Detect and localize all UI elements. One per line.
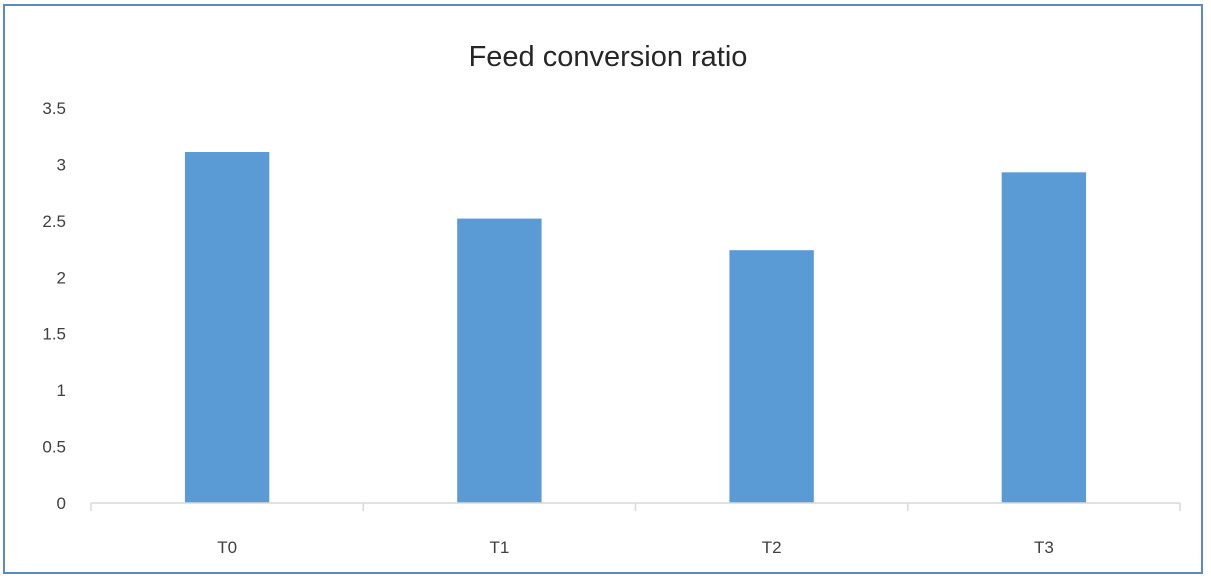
- x-category-label: T0: [217, 538, 237, 557]
- bar-t2: [729, 250, 814, 503]
- y-tick-label: 3.5: [42, 99, 66, 118]
- y-tick-label: 1: [57, 381, 66, 400]
- y-tick-label: 2: [57, 268, 66, 287]
- y-tick-label: 0.5: [42, 438, 66, 457]
- chart-title: Feed conversion ratio: [469, 41, 748, 73]
- y-tick-label: 3: [57, 155, 66, 174]
- bars: [184, 152, 1087, 504]
- bar-t1: [457, 218, 542, 503]
- y-tick-label: 1.5: [42, 325, 66, 344]
- bar-t0: [184, 152, 270, 503]
- x-category-label: T2: [762, 538, 782, 557]
- x-category-label: T1: [489, 538, 509, 557]
- x-axis: T0 T1 T2 T3: [90, 502, 1181, 557]
- y-tick-label: 0: [57, 494, 66, 513]
- x-category-label: T3: [1034, 538, 1054, 557]
- bar-t3: [1001, 172, 1087, 504]
- y-tick-label: 2.5: [42, 212, 66, 231]
- y-axis-ticks: 0 0.5 1 1.5 2 2.5 3 3.5: [42, 99, 66, 513]
